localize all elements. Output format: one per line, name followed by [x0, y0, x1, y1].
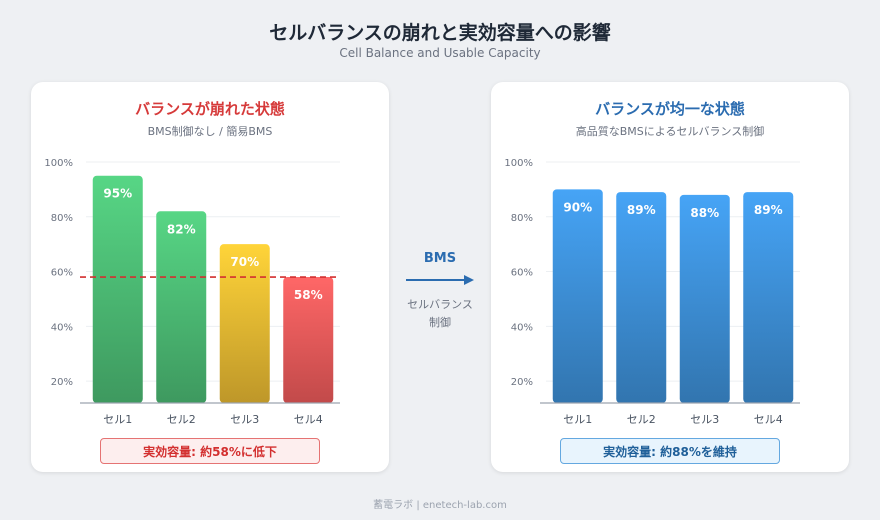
- unbalanced-bar-3: [219, 244, 270, 403]
- page-title: セルバランスの崩れと実効容量への影響: [269, 22, 611, 44]
- unbalanced-bar-2: [156, 211, 207, 403]
- balanced-x-category-label: セル2: [627, 413, 656, 426]
- unbalanced-bar-4: [283, 277, 334, 403]
- balanced-x-category-label: セル3: [690, 413, 719, 426]
- balanced-bar-value-label: 90%: [563, 200, 592, 214]
- bms-description-line2: 制御: [429, 316, 451, 329]
- unbalanced-bar-chart: 20% 40% 60% 80% 100% 95% セル1 82% セル2 70% セル3 58% セル4: [44, 158, 340, 426]
- unbalanced-x-category-label: セル2: [167, 413, 196, 426]
- unbalanced-title: バランスが崩れた状態: [135, 100, 285, 118]
- balanced-y-tick-label: 80%: [511, 213, 533, 224]
- balanced-card: バランスが均一な状態 高品質なBMSによるセルバランス制御 20% 40% 60% 8…: [491, 82, 849, 472]
- unbalanced-y-tick-label: 20%: [51, 377, 73, 388]
- balanced-bar-1: [552, 189, 603, 403]
- unbalanced-y-tick-label: 80%: [51, 213, 73, 224]
- unbalanced-subtitle: BMS制御なし / 簡易BMS: [147, 125, 273, 138]
- balanced-y-tick-label: 40%: [511, 322, 533, 333]
- unbalanced-bar-value-label: 58%: [294, 288, 323, 302]
- footer-credit: 蓄電ラボ | enetech-lab.com: [373, 500, 507, 511]
- balanced-x-category-label: セル4: [754, 413, 783, 426]
- unbalanced-bar-value-label: 82%: [167, 222, 196, 236]
- unbalanced-card: バランスが崩れた状態 BMS制御なし / 簡易BMS 20% 40% 60% 80% 1…: [31, 82, 389, 472]
- balanced-title: バランスが均一な状態: [595, 100, 745, 118]
- unbalanced-y-tick-label: 40%: [51, 322, 73, 333]
- unbalanced-y-tick-label: 60%: [51, 268, 73, 279]
- unbalanced-x-category-label: セル4: [294, 413, 323, 426]
- balanced-x-category-label: セル1: [563, 413, 592, 426]
- unbalanced-bar-value-label: 70%: [230, 255, 259, 269]
- balanced-result-badge: 実効容量: 約88%を維持: [560, 438, 780, 464]
- balanced-bar-chart: 20% 40% 60% 80% 100% 90% セル1 89% セル2 88% セル3 89% セル4: [504, 158, 800, 426]
- unbalanced-x-category-label: セル3: [230, 413, 259, 426]
- unbalanced-x-category-label: セル1: [103, 413, 132, 426]
- balanced-y-tick-label: 60%: [511, 268, 533, 279]
- balanced-bar-4: [743, 192, 794, 403]
- balanced-bar-value-label: 89%: [627, 203, 656, 217]
- right-arrow-icon: [406, 275, 474, 285]
- page-subtitle: Cell Balance and Usable Capacity: [339, 46, 541, 60]
- balanced-bar-3: [679, 194, 730, 403]
- bms-label: BMS: [423, 251, 457, 266]
- unbalanced-bar-1: [92, 175, 143, 403]
- balanced-y-tick-label: 100%: [504, 158, 533, 169]
- bms-description-line1: セルバランス: [407, 298, 473, 311]
- unbalanced-y-tick-label: 100%: [44, 158, 73, 169]
- unbalanced-result-badge: 実効容量: 約58%に低下: [100, 438, 320, 464]
- bms-arrow: BMS セルバランス 制御: [398, 244, 482, 334]
- unbalanced-bar-value-label: 95%: [103, 187, 132, 201]
- balanced-y-tick-label: 20%: [511, 377, 533, 388]
- balanced-subtitle: 高品質なBMSによるセルバランス制御: [575, 125, 765, 138]
- balanced-bar-value-label: 89%: [754, 203, 783, 217]
- balanced-bar-2: [616, 192, 667, 403]
- balanced-bar-value-label: 88%: [690, 206, 719, 220]
